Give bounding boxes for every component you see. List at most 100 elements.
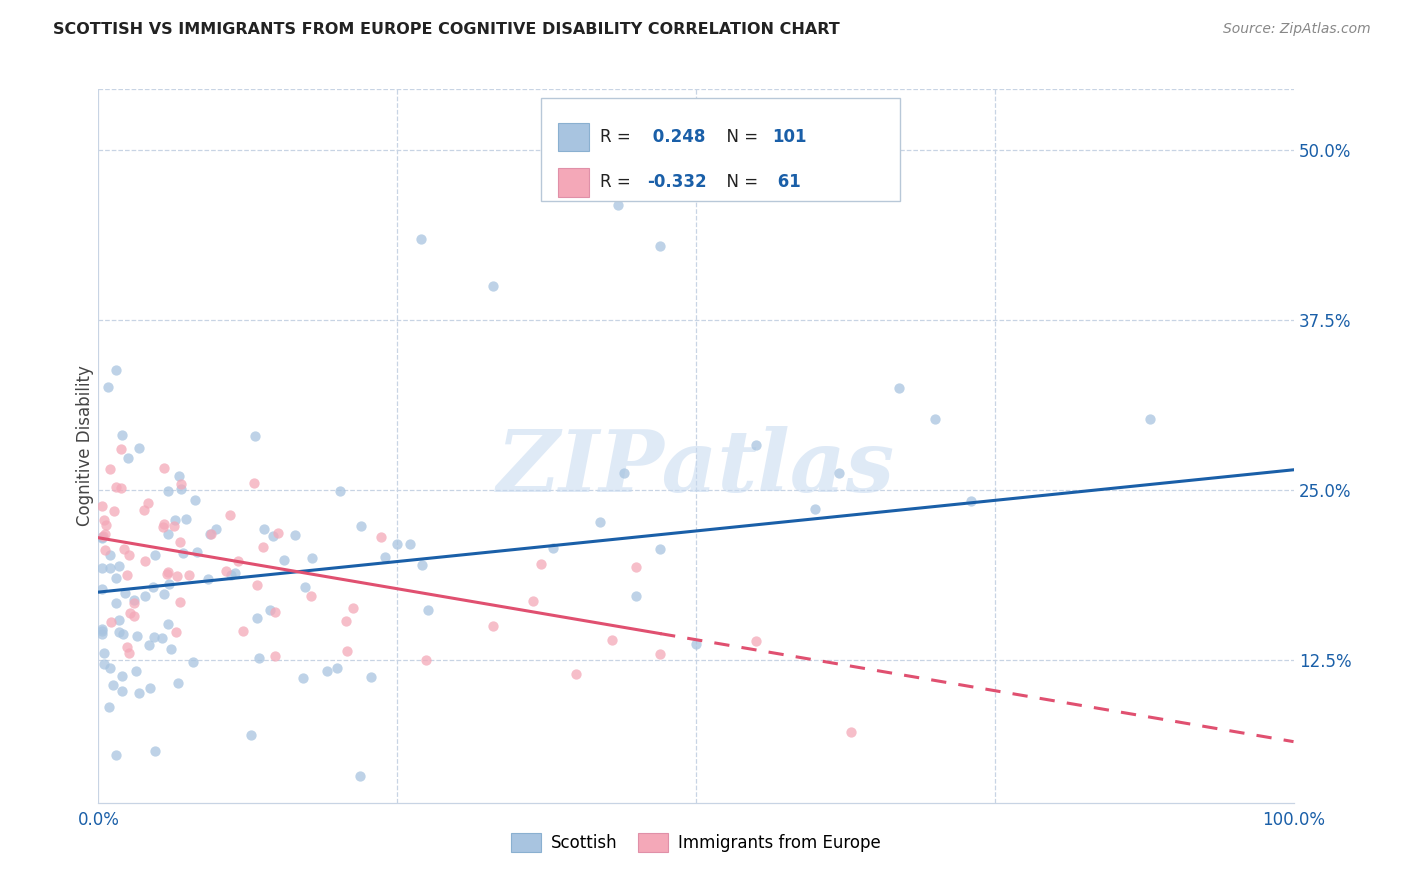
Point (110, 481, 132, 495)
Point (118, 606, 141, 620)
Point (166, 568, 188, 582)
Point (626, 560, 648, 574)
Point (197, 572, 219, 586)
Y-axis label: Cognitive Disability: Cognitive Disability (76, 366, 94, 526)
Point (648, 238, 672, 252)
Point (336, 644, 359, 658)
Point (565, 667, 588, 681)
Point (243, 476, 266, 491)
Point (415, 653, 437, 667)
Point (411, 558, 433, 573)
Point (91, 499, 114, 513)
Point (100, 615, 122, 630)
Text: 0.248: 0.248 (647, 128, 706, 146)
Text: -0.332: -0.332 (647, 173, 706, 191)
Point (163, 512, 186, 526)
Point (273, 553, 295, 567)
Point (114, 586, 136, 600)
Point (183, 655, 205, 669)
Point (107, 624, 129, 639)
Point (103, 504, 125, 518)
Point (104, 747, 127, 762)
Point (94, 518, 117, 533)
Point (301, 550, 323, 565)
Point (342, 601, 364, 615)
Point (159, 641, 181, 656)
Point (97, 380, 120, 394)
Point (335, 614, 357, 628)
Point (828, 466, 851, 480)
Point (153, 587, 176, 601)
Point (153, 516, 176, 531)
Point (924, 412, 946, 426)
Point (91, 531, 114, 545)
Point (93, 657, 115, 672)
Point (804, 502, 827, 516)
Point (142, 580, 165, 594)
Point (170, 477, 193, 491)
Point (117, 548, 139, 562)
Text: N =: N = (716, 128, 763, 146)
Point (232, 624, 254, 638)
Point (626, 590, 648, 604)
Text: R =: R = (600, 128, 637, 146)
Point (350, 519, 373, 533)
Point (745, 633, 768, 648)
Point (117, 451, 139, 466)
Point (91, 530, 114, 544)
Point (253, 522, 276, 536)
Point (172, 547, 194, 561)
Point (93, 646, 115, 660)
Point (841, 724, 863, 739)
Point (240, 728, 263, 742)
Point (264, 605, 287, 619)
Point (200, 526, 222, 541)
Point (205, 523, 228, 537)
Point (215, 565, 238, 579)
Point (91, 582, 114, 596)
Point (416, 603, 439, 617)
Point (481, 619, 505, 633)
Point (150, 631, 173, 645)
Point (122, 596, 145, 610)
Text: SCOTTISH VS IMMIGRANTS FROM EUROPE COGNITIVE DISABILITY CORRELATION CHART: SCOTTISH VS IMMIGRANTS FROM EUROPE COGNI… (53, 22, 841, 37)
Text: R =: R = (600, 173, 637, 191)
Point (145, 549, 167, 563)
Point (219, 568, 242, 582)
Point (98, 461, 121, 475)
Point (128, 686, 150, 700)
Point (745, 438, 768, 452)
Point (156, 526, 179, 541)
Point (602, 632, 624, 647)
Point (91, 560, 114, 574)
Point (170, 483, 193, 497)
Point (174, 511, 197, 525)
Text: 61: 61 (772, 173, 800, 191)
Point (115, 640, 138, 654)
Point (112, 541, 135, 556)
Point (685, 637, 707, 651)
Point (98, 560, 121, 574)
Point (291, 671, 314, 685)
Point (152, 520, 174, 534)
Point (530, 557, 553, 571)
Point (648, 647, 672, 661)
Point (115, 568, 138, 582)
Point (246, 611, 269, 625)
Point (143, 630, 166, 644)
Point (98, 661, 121, 675)
Point (104, 362, 127, 376)
Point (186, 545, 208, 559)
Point (91, 624, 114, 638)
Point (157, 577, 180, 591)
Point (541, 541, 564, 556)
Point (94, 526, 117, 541)
Point (122, 592, 145, 607)
Point (122, 608, 145, 623)
Point (118, 646, 141, 660)
Point (613, 466, 636, 480)
Point (111, 627, 134, 641)
Point (316, 664, 339, 678)
Point (589, 515, 612, 529)
Point (101, 678, 124, 692)
